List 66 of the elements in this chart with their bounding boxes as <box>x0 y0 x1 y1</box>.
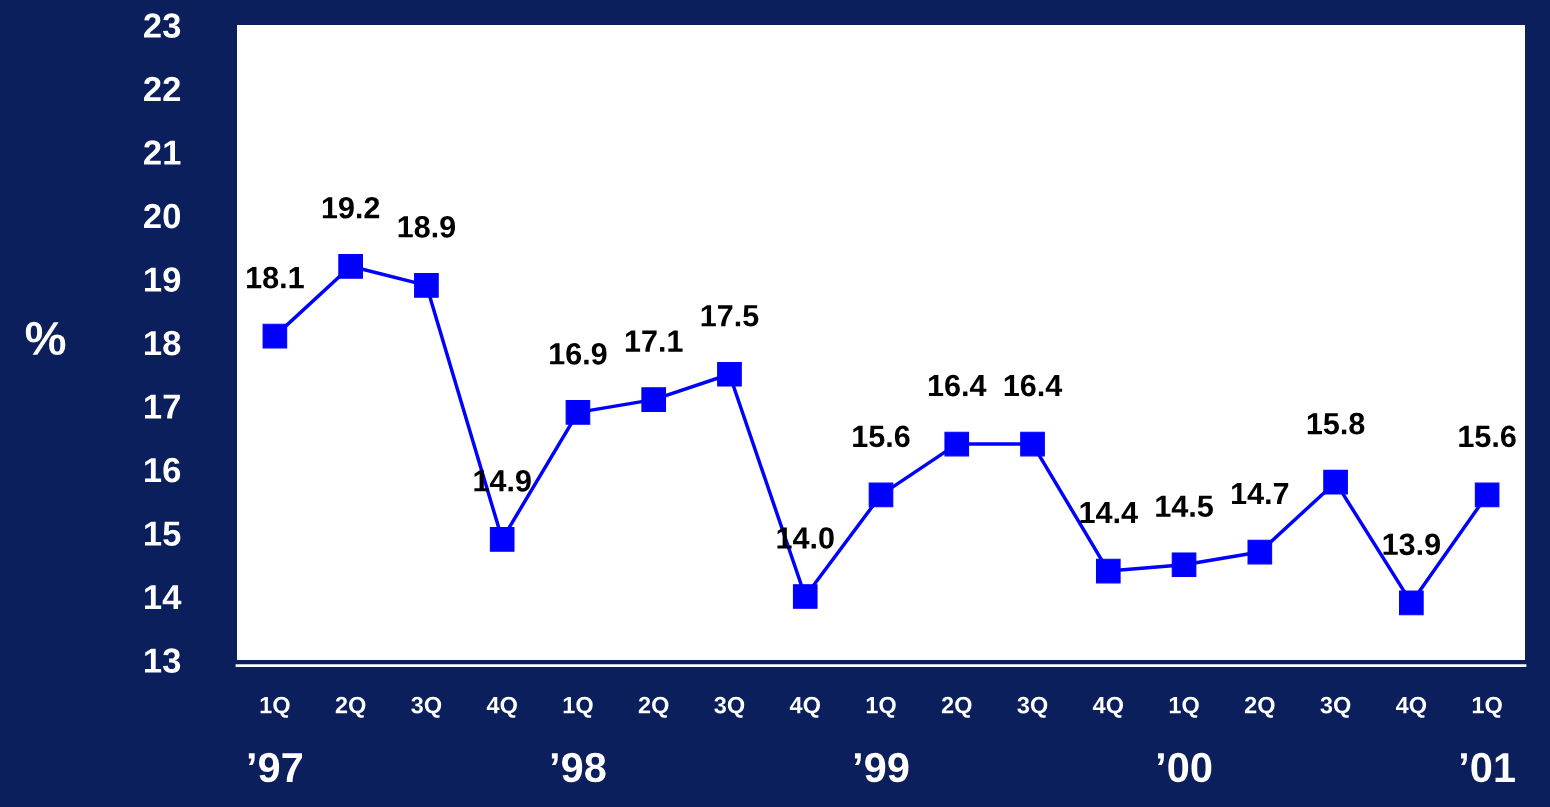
point <box>489 527 515 552</box>
x-tick-label: 1Q <box>1169 696 1199 718</box>
y-tick-label: 13 <box>145 648 181 673</box>
x-tick-label: 4Q <box>486 696 517 718</box>
x-tick-label: 4Q <box>1092 696 1124 718</box>
text: ’00 <box>1157 752 1212 783</box>
data-label: 15.8 <box>1307 412 1365 435</box>
y-axis-title: % <box>25 321 66 356</box>
data-label: 14.4 <box>1080 502 1138 524</box>
text: ’99 <box>854 752 909 783</box>
point <box>262 323 288 349</box>
x-tick-label: 2Q <box>335 696 366 718</box>
data-label: 14.5 <box>1156 495 1213 518</box>
text: ’98 <box>551 752 606 783</box>
text: ’01 <box>1460 752 1515 783</box>
point <box>944 431 970 457</box>
data-label: 15.6 <box>853 425 910 448</box>
x-tick-label: 1Q <box>1472 696 1502 718</box>
point <box>414 273 439 298</box>
data-label: 18.9 <box>398 216 456 238</box>
x-tick-label: 3Q <box>411 696 442 718</box>
point <box>565 400 591 425</box>
y-tick-label: 21 <box>144 140 181 165</box>
y-tick-label: 22 <box>144 76 181 102</box>
point <box>1323 469 1348 495</box>
data-label: 17.1 <box>625 330 683 352</box>
y-tick-label: 18 <box>145 330 181 356</box>
point <box>1247 539 1273 565</box>
x-tick-label: 4Q <box>1395 696 1427 718</box>
data-label: 15.6 <box>1459 425 1516 448</box>
point <box>868 482 894 508</box>
point <box>717 361 742 387</box>
x-tick-label: 3Q <box>714 696 745 718</box>
x-tick-label: 2Q <box>638 696 669 718</box>
point <box>1399 590 1424 616</box>
data-label: 18.1 <box>247 266 304 289</box>
data-label: 16.4 <box>1004 374 1063 397</box>
y-tick-label: 14 <box>145 585 182 610</box>
y-tick-label: 23 <box>144 13 181 38</box>
x-tick-label: 1Q <box>563 696 593 718</box>
data-label: 16.9 <box>550 343 607 365</box>
y-tick-label: 19 <box>145 267 181 292</box>
point <box>792 584 818 609</box>
data-label: 17.5 <box>701 305 759 327</box>
x-tick-label: 1Q <box>866 696 896 718</box>
y-tick-label: 20 <box>144 203 181 229</box>
point <box>1020 431 1045 457</box>
point <box>641 387 667 412</box>
x-tick-label: 3Q <box>1017 696 1048 718</box>
data-label: 13.9 <box>1383 533 1440 556</box>
point <box>1474 482 1500 508</box>
point <box>1095 558 1121 584</box>
point <box>338 253 363 279</box>
point <box>1171 552 1197 578</box>
y-tick-label: 15 <box>145 521 181 546</box>
data-label: 16.4 <box>928 374 987 397</box>
x-tick-label: 2Q <box>941 696 972 718</box>
text: ’97 <box>248 752 303 783</box>
x-tick-label: 4Q <box>789 696 820 718</box>
x-tick-label: 3Q <box>1320 696 1351 718</box>
y-tick-label: 16 <box>145 457 181 483</box>
data-label: 14.7 <box>1232 483 1289 505</box>
x-tick-label: 1Q <box>260 696 290 718</box>
data-label: 19.2 <box>322 196 380 219</box>
y-tick-label: 17 <box>145 394 180 419</box>
x-tick-label: 2Q <box>1244 696 1275 718</box>
